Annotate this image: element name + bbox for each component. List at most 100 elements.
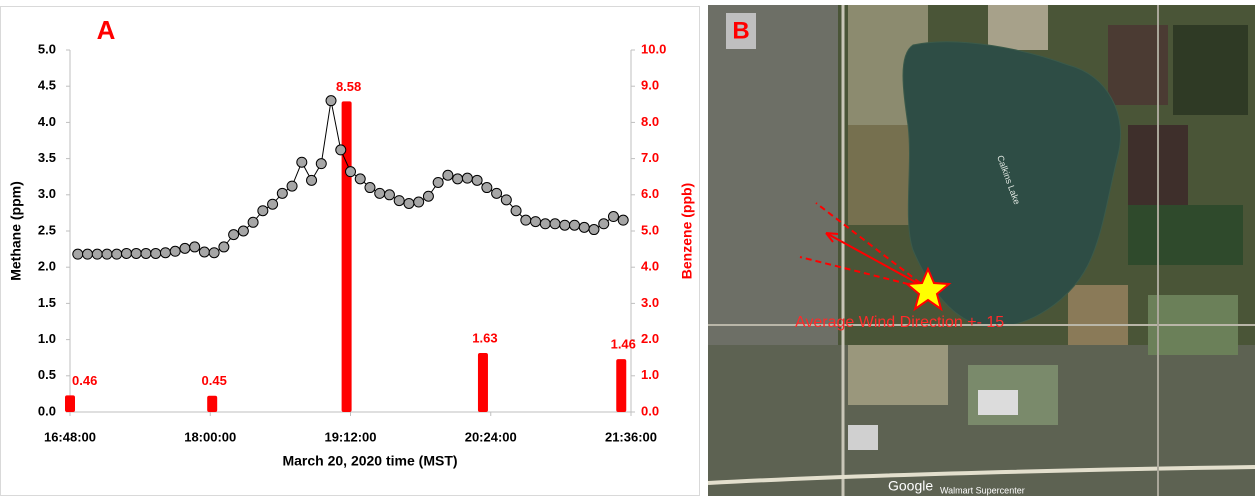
point bbox=[354, 173, 366, 185]
point bbox=[588, 224, 600, 236]
point bbox=[403, 197, 415, 209]
point bbox=[559, 219, 571, 231]
point bbox=[315, 158, 327, 170]
field bbox=[1173, 25, 1248, 115]
building bbox=[978, 390, 1018, 415]
point bbox=[276, 187, 288, 199]
point bbox=[442, 169, 454, 181]
panel-label: B bbox=[732, 17, 749, 44]
point bbox=[159, 247, 171, 259]
point bbox=[150, 247, 162, 259]
point bbox=[228, 229, 240, 241]
point bbox=[481, 182, 493, 194]
y2-tick-label: 9.0 bbox=[641, 78, 659, 93]
y-axis-title: Methane (ppm) bbox=[8, 181, 24, 281]
point bbox=[374, 187, 386, 199]
bar bbox=[616, 359, 627, 412]
point bbox=[452, 173, 464, 185]
y2-tick-label: 3.0 bbox=[641, 295, 659, 310]
field bbox=[1068, 285, 1128, 345]
point bbox=[179, 242, 191, 254]
value-label: 0.45 bbox=[202, 373, 227, 388]
point bbox=[432, 176, 444, 188]
y-tick-label: 2.5 bbox=[38, 222, 56, 237]
point bbox=[189, 241, 201, 253]
wind-arrow bbox=[825, 232, 929, 290]
point bbox=[598, 218, 610, 230]
point bbox=[471, 174, 483, 186]
value-label: 8.58 bbox=[336, 79, 361, 94]
arrow-head bbox=[825, 232, 839, 243]
y2-tick-label: 4.0 bbox=[641, 259, 659, 274]
point bbox=[335, 144, 347, 156]
y2-tick-label: 0.0 bbox=[641, 403, 659, 418]
y2-axis-title: Benzene (ppb) bbox=[679, 183, 695, 279]
point bbox=[549, 218, 561, 230]
x-tick-label: 19:12:00 bbox=[324, 429, 376, 444]
point bbox=[120, 247, 132, 259]
y-tick-label: 5.0 bbox=[38, 41, 56, 56]
point bbox=[413, 196, 425, 208]
x-tick-label: 16:48:00 bbox=[44, 429, 96, 444]
point bbox=[198, 246, 210, 258]
y-tick-label: 3.0 bbox=[38, 186, 56, 201]
building bbox=[848, 425, 878, 450]
y2-tick-label: 7.0 bbox=[641, 150, 659, 165]
point bbox=[345, 166, 356, 178]
y2-tick-label: 8.0 bbox=[641, 114, 659, 129]
field bbox=[1128, 205, 1243, 265]
y-tick-label: 4.5 bbox=[38, 78, 56, 93]
y-tick-label: 0.5 bbox=[38, 367, 56, 382]
point bbox=[82, 248, 94, 260]
point bbox=[208, 247, 220, 259]
bar bbox=[341, 101, 352, 413]
point bbox=[578, 221, 590, 233]
map-attribution: Google bbox=[888, 478, 933, 494]
y-tick-label: 4.0 bbox=[38, 114, 56, 129]
y2-tick-label: 10.0 bbox=[641, 41, 666, 56]
point bbox=[607, 211, 619, 223]
point bbox=[296, 156, 308, 168]
road bbox=[708, 465, 1255, 485]
lake bbox=[902, 41, 1122, 328]
point bbox=[218, 241, 230, 253]
field bbox=[988, 5, 1048, 50]
y-tick-label: 3.5 bbox=[38, 150, 56, 165]
y-tick-label: 1.5 bbox=[38, 295, 56, 310]
panel-label-box bbox=[726, 13, 756, 49]
point bbox=[325, 95, 337, 107]
bar bbox=[65, 395, 75, 412]
x-tick-label: 21:36:00 bbox=[605, 429, 657, 444]
bar bbox=[207, 395, 218, 412]
field bbox=[848, 345, 948, 405]
point bbox=[617, 214, 629, 226]
point bbox=[530, 216, 542, 228]
y2-tick-label: 1.0 bbox=[641, 367, 659, 382]
bar bbox=[477, 352, 488, 412]
x-tick-label: 18:00:00 bbox=[184, 429, 236, 444]
x-tick-label: 20:24:00 bbox=[465, 429, 517, 444]
y-tick-label: 1.0 bbox=[38, 331, 56, 346]
point bbox=[461, 172, 473, 184]
source-star bbox=[904, 266, 952, 312]
y2-tick-label: 5.0 bbox=[641, 222, 659, 237]
point bbox=[500, 194, 512, 206]
point bbox=[422, 190, 434, 202]
value-label: 0.46 bbox=[72, 373, 97, 388]
point bbox=[257, 205, 269, 217]
point bbox=[169, 245, 181, 257]
point bbox=[539, 218, 551, 230]
x-axis-title: March 20, 2020 time (MST) bbox=[282, 453, 457, 469]
point bbox=[393, 195, 405, 207]
map: Calkins Lake Average Wind Direction +- 1… bbox=[708, 5, 1255, 496]
point bbox=[111, 248, 123, 260]
y-tick-label: 2.0 bbox=[38, 259, 56, 274]
point bbox=[491, 187, 503, 199]
point bbox=[306, 174, 318, 186]
y2-tick-label: 6.0 bbox=[641, 186, 659, 201]
wind-annotation: Average Wind Direction +- 15 bbox=[795, 314, 1004, 331]
value-label: 1.46 bbox=[611, 337, 636, 352]
point bbox=[510, 205, 522, 217]
wind-arrow bbox=[815, 202, 929, 290]
